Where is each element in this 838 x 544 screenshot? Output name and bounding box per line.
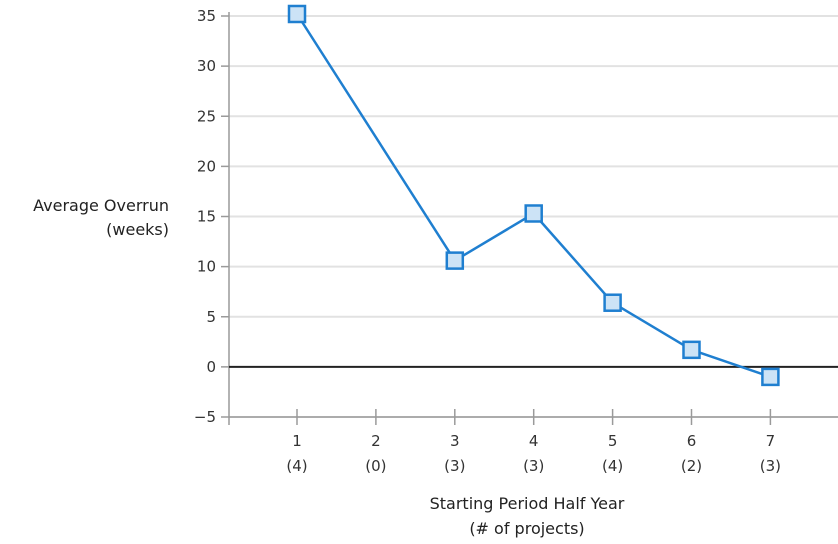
x-tick-label: 2 — [371, 432, 381, 450]
y-tick-label: 35 — [197, 7, 216, 25]
x-axis-label-line1: Starting Period Half Year — [430, 494, 625, 513]
x-tick-sublabel: (3) — [523, 457, 544, 475]
y-tick-label: −5 — [194, 408, 216, 426]
y-axis-label-line2: (weeks) — [106, 220, 169, 239]
y-axis-ticks: 35 30 25 20 15 10 5 0 −5 — [194, 7, 229, 426]
x-tick-sublabel: (3) — [444, 457, 465, 475]
x-axis-ticks: 1 (4) 2 (0) 3 (3) 4 (3) 5 (4) 6 (2) 7 (3) — [286, 409, 781, 475]
data-point-marker — [445, 251, 465, 270]
y-tick-label: 10 — [197, 258, 216, 276]
y-axis-label-line1: Average Overrun — [33, 196, 169, 215]
y-tick-label: 5 — [206, 308, 216, 326]
data-point-marker — [603, 293, 622, 312]
x-tick-sublabel: (0) — [365, 457, 386, 475]
series-line — [295, 13, 771, 379]
y-tick-label: 0 — [206, 358, 216, 376]
x-tick-sublabel: (2) — [681, 457, 702, 475]
x-tick-label: 3 — [450, 432, 460, 450]
y-tick-label: 30 — [197, 57, 216, 75]
x-tick-sublabel: (4) — [286, 457, 307, 475]
y-tick-label: 25 — [197, 107, 216, 125]
data-point-marker — [682, 340, 701, 360]
y-tick-label: 15 — [197, 208, 216, 226]
data-point-marker — [761, 367, 780, 387]
x-axis-label-line2: (# of projects) — [469, 519, 584, 538]
x-tick-label: 4 — [529, 432, 539, 450]
series-group — [287, 4, 780, 387]
data-point-marker — [524, 204, 543, 223]
x-tick-label: 1 — [292, 432, 302, 450]
x-tick-label: 5 — [608, 432, 618, 450]
x-tick-label: 7 — [766, 432, 776, 450]
data-point-marker — [287, 4, 307, 24]
y-tick-label: 20 — [197, 157, 216, 175]
x-tick-sublabel: (4) — [602, 457, 623, 475]
x-tick-sublabel: (3) — [760, 457, 781, 475]
x-tick-label: 6 — [687, 432, 697, 450]
